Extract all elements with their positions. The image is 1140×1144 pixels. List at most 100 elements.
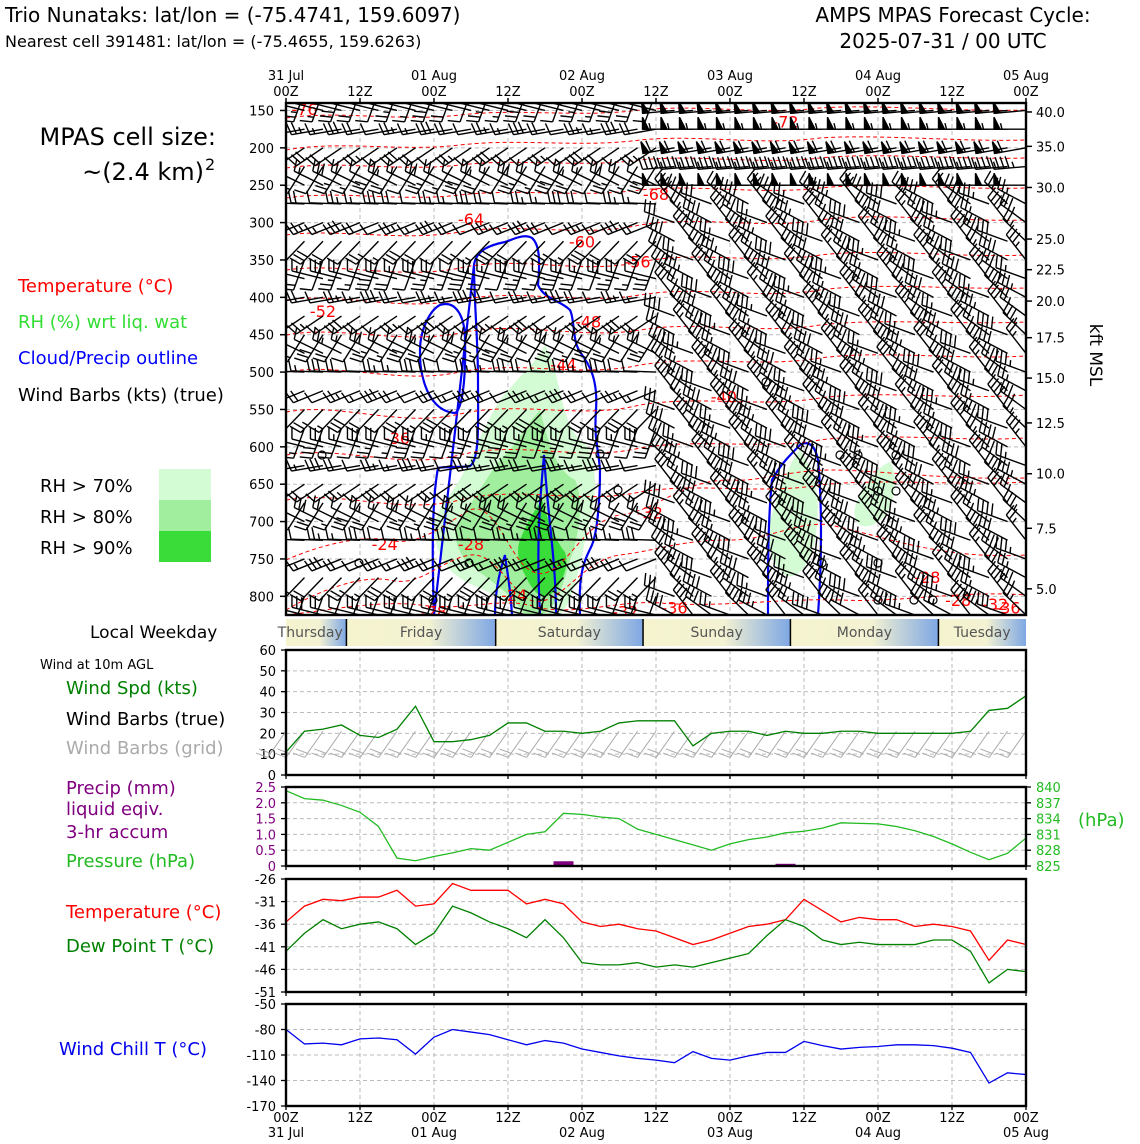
wind-barb [675, 83, 712, 97]
barb-half [709, 414, 710, 420]
barb-full [897, 86, 902, 97]
barb-half [714, 510, 715, 516]
barb-half [257, 396, 261, 401]
barb-half [857, 340, 858, 346]
barb-half [365, 448, 371, 449]
barb-half [437, 285, 443, 286]
barb-full [680, 85, 685, 96]
cell-size-label: MPAS cell size: [40, 123, 216, 151]
barb-full [254, 123, 259, 134]
barb-full [264, 620, 276, 621]
barb-full [819, 83, 824, 94]
forecast-cycle-value: 2025-07-31 / 00 UTC [839, 29, 1046, 53]
barb-half [746, 396, 747, 402]
barb-full [280, 329, 283, 341]
barb-half [568, 112, 574, 113]
barb-half [677, 528, 678, 534]
barb-full [915, 86, 920, 97]
barb-shaft [256, 391, 286, 403]
rh-legend-label-90: RH > 90% [40, 538, 133, 559]
barb-half [820, 545, 821, 551]
barb-half [280, 504, 281, 510]
barb-half [266, 506, 267, 512]
barb-full [893, 83, 898, 94]
barb-half [457, 448, 463, 449]
barb-half [783, 190, 784, 196]
barb-full [263, 625, 275, 626]
barb-shaft [254, 466, 286, 472]
barb-full [930, 83, 935, 94]
barb-half [899, 603, 900, 609]
barb-full [671, 83, 676, 94]
barb-half [825, 454, 826, 460]
barb-full [759, 84, 764, 95]
barb-half [291, 112, 297, 113]
barb-half [420, 280, 426, 281]
barb-full [275, 527, 278, 539]
barb-shaft [275, 428, 286, 458]
rh-legend-swatch-70 [159, 469, 211, 500]
rh-legend: RH > 70% RH > 80% RH > 90% [40, 469, 211, 562]
barb-half [845, 88, 848, 94]
barb-full [262, 498, 265, 510]
barb-full [851, 84, 856, 95]
barb-full [249, 393, 256, 403]
barb-half [746, 583, 747, 589]
wind-barb [249, 391, 286, 403]
barb-full [838, 83, 843, 94]
barb-half [746, 209, 747, 215]
barb-full [276, 495, 279, 507]
forecast-cycle-label: AMPS MPAS Forecast Cycle: [815, 3, 1090, 27]
barb-full [912, 83, 917, 94]
barb-full [708, 83, 713, 94]
barb-half [697, 88, 700, 94]
barb-half [328, 280, 334, 281]
barb-full [690, 83, 695, 94]
barb-half [771, 88, 774, 94]
barb-shaft [828, 92, 860, 98]
barb-half [622, 285, 628, 286]
legend-wind: Wind Barbs (kts) (true) [18, 385, 224, 406]
barb-full [841, 86, 846, 97]
barb-full [257, 495, 260, 507]
barb-half [825, 267, 826, 273]
barb-full [754, 85, 759, 96]
barb-half [751, 304, 752, 310]
barb-full [276, 327, 279, 339]
barb-full [276, 159, 279, 171]
barb-full [698, 85, 703, 96]
barb-full [828, 85, 833, 96]
barb-half [788, 285, 789, 291]
barb-half [289, 453, 295, 454]
barb-full [764, 83, 769, 94]
barb-full [846, 85, 851, 96]
temperature-label: -52 [310, 302, 336, 321]
barb-half [281, 365, 282, 371]
barb-full [786, 86, 791, 97]
cell-size-superscript: 2 [205, 155, 215, 174]
barb-half [400, 117, 406, 118]
barb-half [308, 117, 314, 118]
barb-half [901, 88, 904, 94]
temperature-label: -48 [575, 312, 601, 331]
barb-full [712, 86, 717, 97]
barb-full [272, 391, 279, 401]
barb-half [605, 280, 611, 281]
barb-half [258, 197, 259, 203]
barb-half [679, 88, 682, 94]
barb-shaft [275, 260, 286, 290]
barb-half [382, 453, 388, 454]
barb-half [345, 285, 351, 286]
barb-full [273, 459, 278, 470]
barb-full [250, 494, 259, 502]
barb-full [749, 86, 754, 97]
barb-full [268, 460, 273, 471]
barb-full [250, 157, 259, 165]
barb-full [280, 191, 283, 203]
legend-temperature: Temperature (°C) [17, 276, 173, 297]
barb-full [249, 123, 254, 134]
barb-full [272, 426, 283, 432]
barb-full [278, 290, 283, 301]
barb-half [714, 323, 715, 329]
